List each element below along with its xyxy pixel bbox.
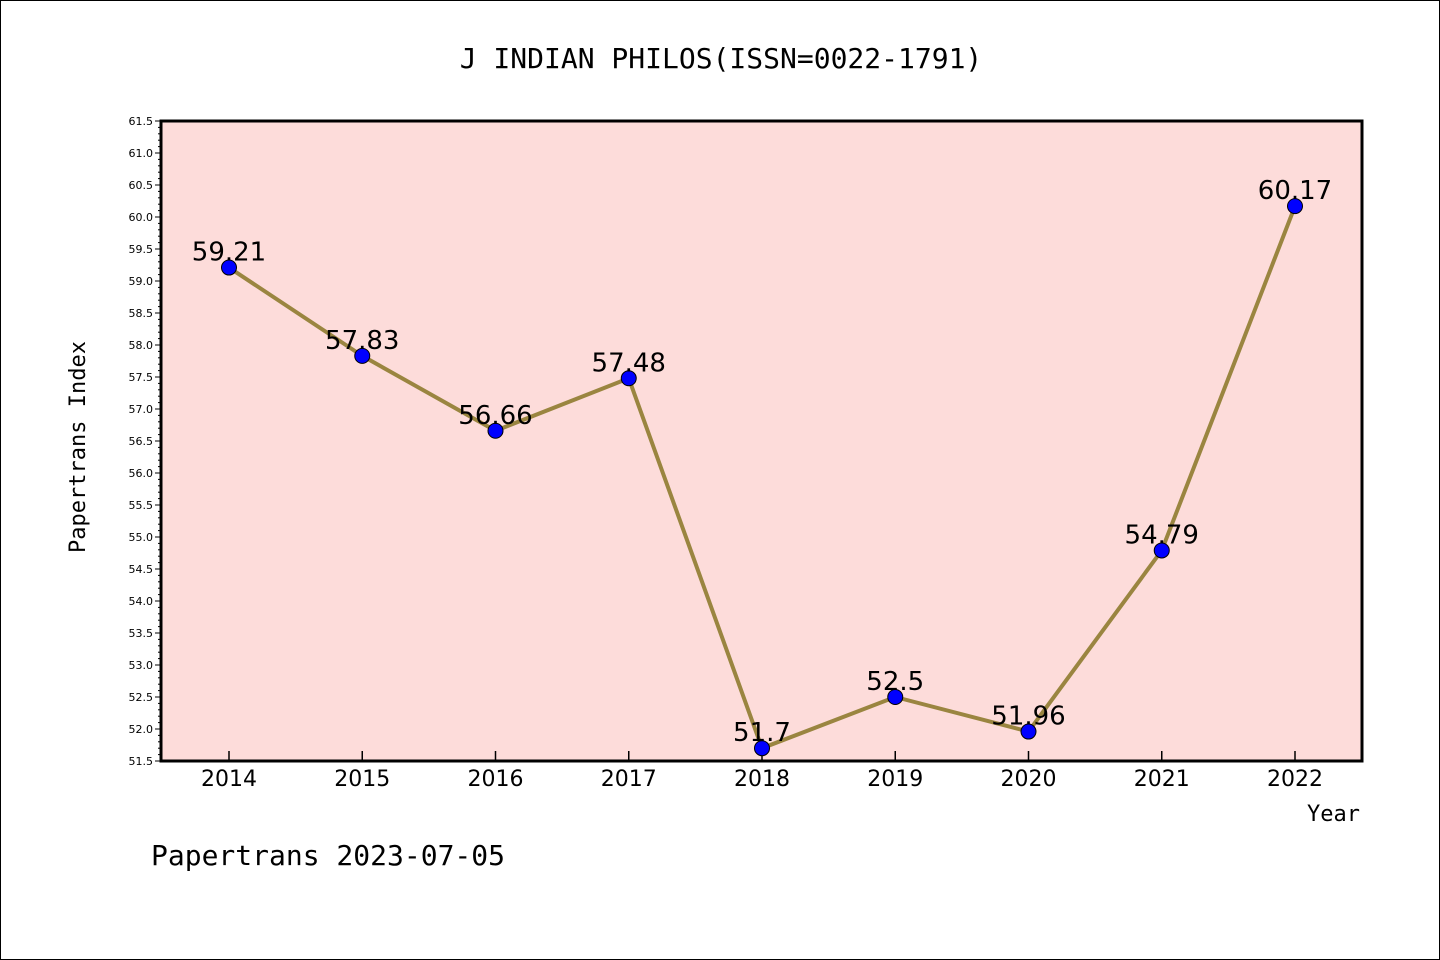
plot-border xyxy=(159,119,1364,763)
data-point-marker xyxy=(354,347,371,364)
footer-text: Papertrans 2023-07-05 xyxy=(151,839,505,872)
x-tick-label: 2022 xyxy=(1267,767,1323,792)
y-tick-label: 55.5 xyxy=(129,499,154,512)
data-point-marker xyxy=(221,259,237,276)
data-point-marker xyxy=(887,689,904,705)
y-tick-label: 61.5 xyxy=(129,115,154,128)
y-tick-label: 58.5 xyxy=(129,307,154,320)
y-axis: 51.5 52.0 52.5 53.0 53.5 54.0 54.5 55.0 55.5 56.0… xyxy=(129,115,161,768)
chart-title: J INDIAN PHILOS(ISSN=0022-1791) xyxy=(460,42,983,75)
y-tick-label: 53.0 xyxy=(129,659,154,672)
y-tick-label: 52.0 xyxy=(129,723,154,736)
y-tick-label: 51.5 xyxy=(129,755,154,768)
x-tick-label: 2020 xyxy=(1001,767,1057,792)
x-tick-label: 2016 xyxy=(468,767,524,792)
y-tick-label: 54.0 xyxy=(129,595,154,608)
y-tick-label: 61.0 xyxy=(129,147,154,160)
data-point-label: 54.79 xyxy=(1125,520,1199,550)
data-point-label: 60.17 xyxy=(1258,176,1332,206)
data-point-label: 51.7 xyxy=(733,718,791,748)
y-tick-label: 58.0 xyxy=(129,339,154,352)
x-axis-label: Year xyxy=(1307,802,1360,827)
y-tick-label: 55.0 xyxy=(129,531,154,544)
x-tick-label: 2018 xyxy=(734,767,790,792)
y-tick-label: 52.5 xyxy=(129,691,154,704)
y-tick-label: 57.0 xyxy=(129,403,154,416)
y-tick-label: 59.5 xyxy=(129,243,154,256)
y-axis-label: Papertrans Index xyxy=(66,341,91,553)
y-tick-label: 57.5 xyxy=(129,371,154,384)
x-tick-label: 2019 xyxy=(867,767,923,792)
x-tick-label: 2015 xyxy=(334,767,390,792)
x-tick-label: 2014 xyxy=(201,767,257,792)
data-point-marker xyxy=(620,370,637,387)
data-point-marker xyxy=(487,422,504,439)
y-tick-label: 60.0 xyxy=(129,211,154,224)
series-markers xyxy=(221,198,1303,757)
y-tick-label: 56.0 xyxy=(129,467,154,480)
x-tick-label: 2017 xyxy=(601,767,657,792)
data-point-label: 52.5 xyxy=(866,667,924,697)
plot-area xyxy=(161,121,1362,761)
data-labels: 59.21 57.83 56.66 57.48 51.7 52.5 51.96 54.79 60… xyxy=(192,176,1332,748)
data-point-label: 57.48 xyxy=(592,348,666,378)
data-point-marker xyxy=(1020,723,1037,740)
y-tick-label: 60.5 xyxy=(129,179,154,192)
y-tick-label: 56.5 xyxy=(129,435,154,448)
y-tick-label: 53.5 xyxy=(129,627,154,640)
y-tick-label: 54.5 xyxy=(129,563,154,576)
data-point-label: 51.96 xyxy=(991,702,1065,732)
x-tick-label: 2021 xyxy=(1134,767,1190,792)
data-point-label: 57.83 xyxy=(325,326,399,356)
data-point-marker xyxy=(754,740,770,757)
y-tick-label: 59.0 xyxy=(129,275,154,288)
data-point-marker xyxy=(1153,542,1170,559)
data-point-label: 59.21 xyxy=(192,238,266,268)
data-point-label: 56.66 xyxy=(458,401,532,431)
data-point-marker xyxy=(1287,198,1303,215)
x-axis: 2014 2015 2016 2017 2018 2019 2020 2021 2022 xyxy=(201,751,1323,792)
